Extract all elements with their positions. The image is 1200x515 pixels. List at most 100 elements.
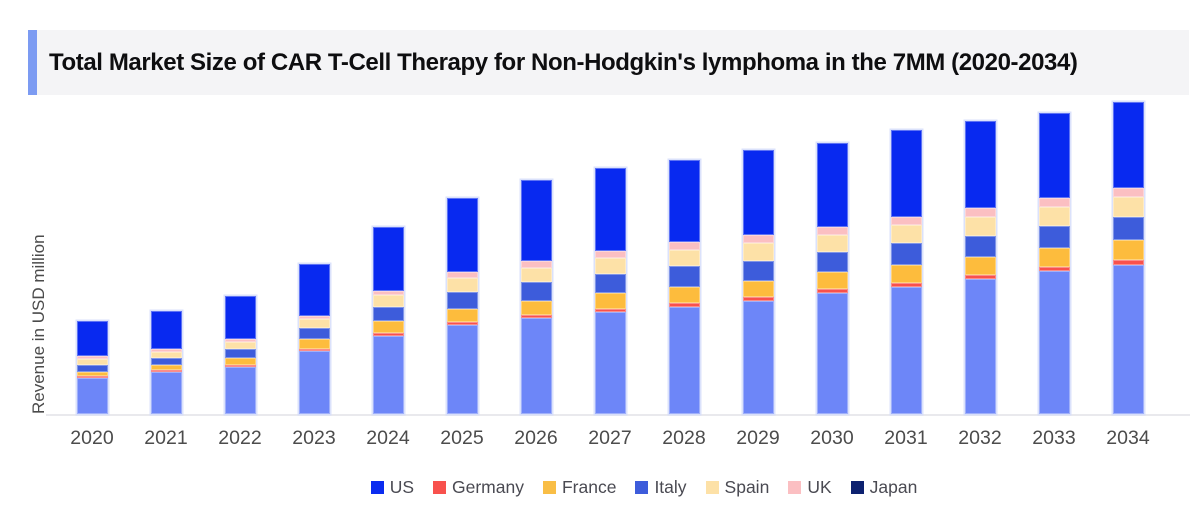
- bar-segment-uk-2031: [890, 217, 922, 225]
- bar-segment-us-2020: [76, 321, 108, 356]
- bar-segment-us-2021: [150, 311, 182, 349]
- bar-segment-japan-2034: [1112, 265, 1144, 414]
- bar-segment-us-2028: [668, 160, 700, 242]
- legend-swatch-icon-uk: [788, 481, 802, 494]
- bar-segment-germany-2034: [1112, 260, 1144, 265]
- bar-segment-spain-2029: [742, 243, 774, 261]
- bar-segment-france-2028: [668, 287, 700, 303]
- bar-segment-spain-2027: [594, 258, 626, 274]
- bar-2027: [594, 168, 626, 414]
- bar-segment-italy-2030: [816, 252, 848, 272]
- bar-segment-uk-2033: [1038, 198, 1070, 207]
- legend-item-germany: Germany: [433, 477, 524, 498]
- bar-segment-spain-2032: [964, 217, 996, 236]
- bar-segment-uk-2027: [594, 251, 626, 258]
- bar-segment-uk-2034: [1112, 188, 1144, 197]
- bar-2025: [446, 198, 478, 414]
- chart-title-band: Total Market Size of CAR T-Cell Therapy …: [28, 30, 1189, 95]
- x-tick-label-2033: 2033: [1032, 427, 1076, 449]
- bar-segment-germany-2027: [594, 309, 626, 312]
- bar-segment-us-2029: [742, 150, 774, 235]
- bar-segment-italy-2033: [1038, 226, 1070, 248]
- bar-2031: [890, 130, 922, 414]
- legend-label-italy: Italy: [654, 477, 687, 497]
- bar-segment-france-2031: [890, 265, 922, 283]
- x-tick-label-2028: 2028: [662, 427, 706, 449]
- bar-segment-germany-2024: [372, 333, 404, 336]
- bar-segment-japan-2023: [298, 351, 330, 414]
- bar-segment-us-2031: [890, 130, 922, 217]
- bar-segment-us-2034: [1112, 102, 1144, 188]
- bar-segment-germany-2029: [742, 297, 774, 301]
- bar-segment-japan-2025: [446, 325, 478, 414]
- legend-swatch-icon-us: [370, 481, 384, 494]
- legend-item-us: US: [370, 477, 414, 498]
- x-tick-label-2022: 2022: [218, 427, 262, 449]
- bar-2020: [76, 321, 108, 414]
- bar-2023: [298, 263, 330, 414]
- title-accent-bar: [28, 30, 37, 95]
- bar-segment-spain-2025: [446, 278, 478, 292]
- bar-2024: [372, 226, 404, 414]
- bar-segment-japan-2029: [742, 301, 774, 414]
- bar-segment-france-2027: [594, 293, 626, 309]
- bar-segment-uk-2023: [298, 315, 330, 319]
- bar-segment-uk-2025: [446, 272, 478, 278]
- legend-swatch-icon-france: [542, 481, 556, 494]
- bar-segment-uk-2024: [372, 290, 404, 295]
- legend: US Germany France Italy Spain UK Japan: [0, 477, 1200, 498]
- bar-segment-italy-2026: [520, 282, 552, 301]
- bar-segment-italy-2022: [224, 349, 256, 358]
- x-tick-label-2034: 2034: [1106, 427, 1150, 449]
- bar-segment-italy-2021: [150, 357, 182, 365]
- legend-item-spain: Spain: [705, 477, 769, 498]
- bar-segment-uk-2021: [150, 349, 182, 352]
- x-axis-line: [46, 414, 1190, 416]
- x-tick-label-2025: 2025: [440, 427, 484, 449]
- bar-segment-spain-2022: [224, 342, 256, 349]
- bar-segment-japan-2020: [76, 378, 108, 414]
- bar-segment-germany-2025: [446, 322, 478, 325]
- legend-item-uk: UK: [788, 477, 832, 498]
- bar-segment-germany-2031: [890, 283, 922, 287]
- bar-2033: [1038, 113, 1070, 414]
- bar-segment-germany-2022: [224, 365, 256, 367]
- legend-label-uk: UK: [807, 477, 832, 497]
- legend-swatch-icon-italy: [635, 481, 649, 494]
- legend-item-italy: Italy: [635, 477, 687, 498]
- x-tick-label-2027: 2027: [588, 427, 632, 449]
- bar-segment-italy-2034: [1112, 217, 1144, 240]
- bar-segment-france-2021: [150, 364, 182, 370]
- bar-segment-germany-2033: [1038, 267, 1070, 271]
- bar-segment-japan-2022: [224, 367, 256, 414]
- bar-2022: [224, 295, 256, 414]
- bar-segment-france-2032: [964, 257, 996, 275]
- bar-segment-us-2025: [446, 198, 478, 272]
- bar-segment-japan-2027: [594, 312, 626, 414]
- bar-segment-italy-2029: [742, 261, 774, 281]
- chart-title: Total Market Size of CAR T-Cell Therapy …: [49, 49, 1078, 76]
- bar-segment-italy-2031: [890, 243, 922, 265]
- bar-segment-spain-2034: [1112, 197, 1144, 217]
- bar-segment-us-2022: [224, 295, 256, 339]
- bar-segment-france-2023: [298, 339, 330, 349]
- bar-segment-spain-2030: [816, 235, 848, 252]
- bar-segment-uk-2020: [76, 356, 108, 359]
- bar-segment-spain-2024: [372, 295, 404, 307]
- bar-segment-japan-2031: [890, 287, 922, 414]
- legend-swatch-icon-spain: [705, 481, 719, 494]
- bar-segment-italy-2025: [446, 292, 478, 309]
- legend-swatch-icon-japan: [850, 481, 864, 494]
- bar-segment-us-2033: [1038, 113, 1070, 198]
- bar-segment-uk-2028: [668, 242, 700, 250]
- bar-segment-italy-2024: [372, 307, 404, 321]
- bar-segment-italy-2028: [668, 266, 700, 287]
- bar-segment-spain-2020: [76, 359, 108, 365]
- legend-item-japan: Japan: [850, 477, 917, 498]
- x-tick-label-2024: 2024: [366, 427, 410, 449]
- bar-segment-japan-2028: [668, 307, 700, 414]
- bar-segment-uk-2030: [816, 227, 848, 235]
- bar-2030: [816, 143, 848, 414]
- bar-segment-uk-2026: [520, 261, 552, 268]
- legend-swatch-icon-germany: [433, 481, 446, 494]
